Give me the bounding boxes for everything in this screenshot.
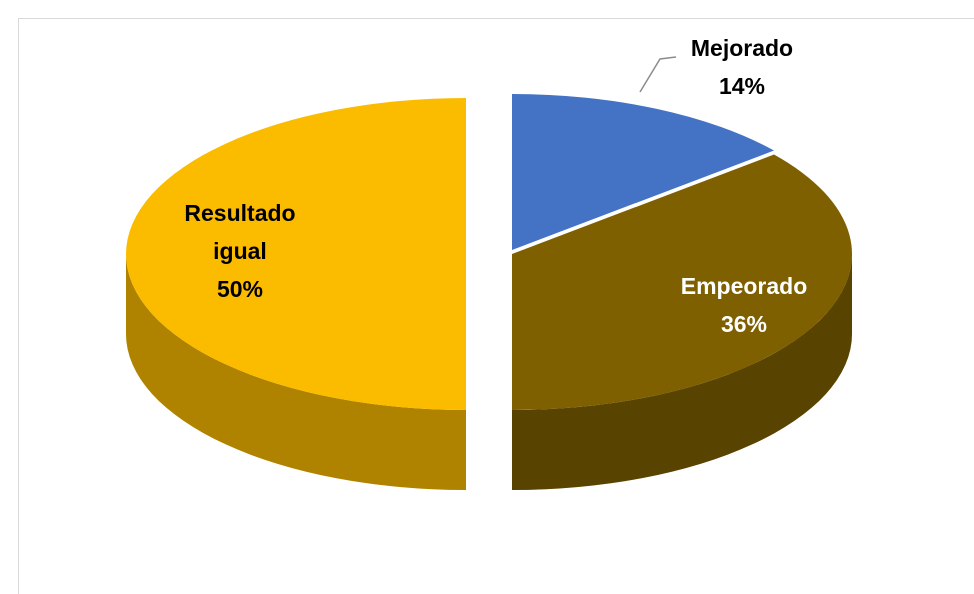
slice-side-shade [126,254,466,490]
slice-side-shade [512,254,852,490]
slice [126,98,466,410]
leader-line [639,56,677,93]
category-label: Resultado igual [184,200,295,264]
slice-side [126,254,466,490]
slice-side [512,254,852,490]
category-label: Mejorado [691,35,793,61]
slice [512,154,852,410]
value-label: 36% [721,311,767,337]
category-label: Empeorado [681,273,808,299]
slice [512,94,774,250]
value-label: 50% [217,276,263,302]
data-labels: Mejorado 14% Empeorado 36% Resultado igual 50% [184,35,807,337]
value-label: 14% [719,73,765,99]
pie [126,94,852,490]
